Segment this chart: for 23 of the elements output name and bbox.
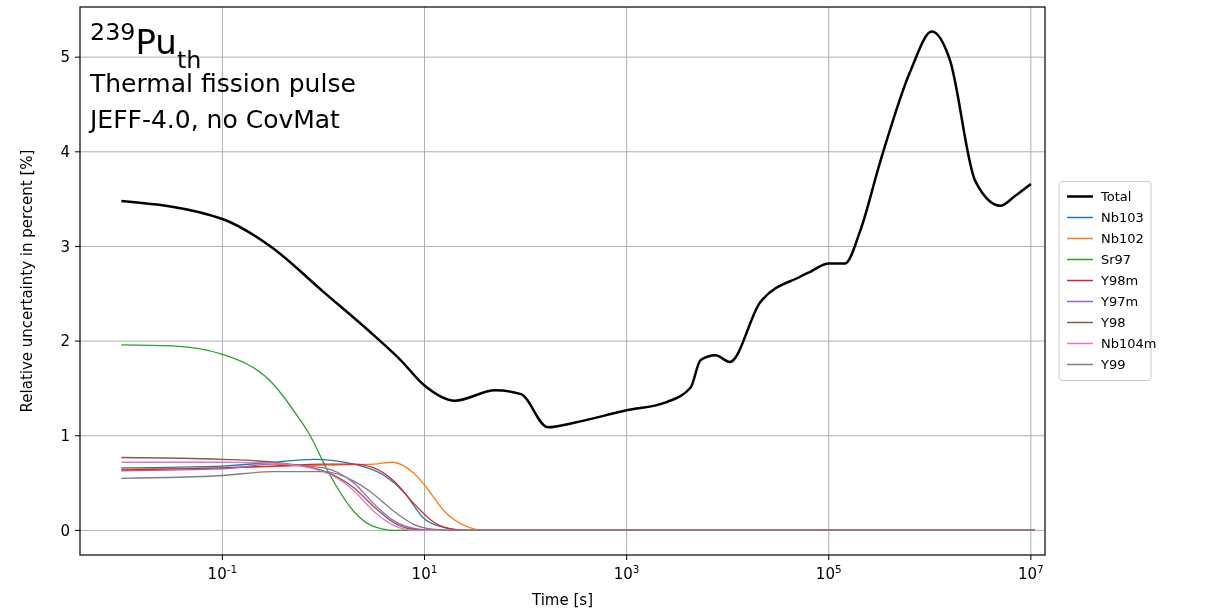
y-axis-title: Relative uncertainty in percent [%] [18, 149, 36, 413]
y-tick-label: 4 [60, 143, 70, 162]
legend-label: Y98 [1100, 315, 1126, 331]
legend-label: Y99 [1100, 357, 1126, 373]
x-tick-label: 10$^{5}$ [815, 563, 842, 583]
y-tick-label: 5 [60, 48, 70, 67]
y-tick-label: 2 [60, 332, 70, 351]
legend-label: Nb102 [1101, 231, 1144, 247]
legend-label: Nb104m [1101, 336, 1157, 352]
annotation: JEFF-4.0, no CovMat [88, 105, 341, 134]
y-tick-label: 3 [60, 237, 70, 256]
x-axis-title: Time [s] [531, 591, 593, 609]
x-tick-label: 10$^{3}$ [613, 563, 640, 583]
legend-label: Y97m [1100, 294, 1139, 310]
x-tick-label: 10$^{7}$ [1017, 563, 1044, 583]
legend-label: Total [1100, 189, 1132, 205]
legend-label: Sr97 [1101, 252, 1132, 268]
y-tick-label: 0 [60, 521, 70, 540]
y-tick-label: 1 [60, 427, 70, 445]
legend-label: Nb103 [1101, 210, 1144, 226]
x-tick-label: 10$^{-1}$ [207, 563, 238, 583]
x-tick-label: 10$^{1}$ [411, 563, 438, 583]
legend-label: Y98m [1100, 273, 1139, 289]
